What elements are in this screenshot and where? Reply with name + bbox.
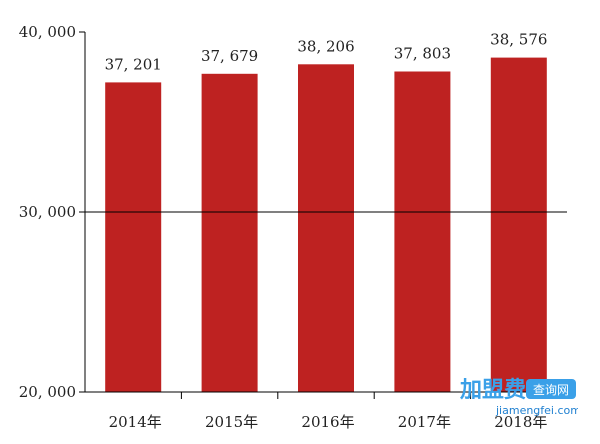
bar-2016年: [298, 64, 354, 393]
watermark-badge: [526, 379, 576, 399]
x-tick-label-2014年: 2014年: [109, 413, 162, 431]
bars-group: [105, 57, 547, 393]
bar-2017年: [394, 71, 451, 392]
watermark-main-text: 加盟费: [459, 378, 526, 403]
y-tick-label-30000: 30, 000: [19, 203, 76, 221]
y-tick-label-40000: 40, 000: [19, 23, 76, 41]
watermark-url: jiamengfei.com: [495, 404, 578, 417]
watermark-badge-text: 查询网: [533, 383, 569, 397]
labels-group: 37, 201 2014年 37, 679 2015年 38, 206 2016年 37, …: [19, 23, 548, 431]
data-label-2018年: 38, 576: [490, 31, 547, 49]
x-tick-label-2018年: 2018年: [494, 413, 547, 431]
axes-group: [79, 31, 567, 399]
data-label-2015年: 37, 679: [201, 47, 258, 65]
bar-2015年: [201, 73, 258, 393]
y-tick-label-20000: 20, 000: [19, 383, 76, 401]
x-tick-label-2015年: 2015年: [205, 413, 258, 431]
x-tick-label-2017年: 2017年: [398, 413, 451, 431]
x-tick-label-2016年: 2016年: [301, 413, 354, 431]
bar-2014年: [105, 82, 162, 393]
bar-2018年: [490, 57, 547, 392]
data-label-2016年: 38, 206: [297, 37, 354, 55]
data-label-2014年: 37, 201: [105, 55, 162, 73]
data-label-2017年: 37, 803: [394, 45, 451, 63]
watermark-logo: 加盟费 查询网 jiamengfei.com: [459, 378, 578, 417]
